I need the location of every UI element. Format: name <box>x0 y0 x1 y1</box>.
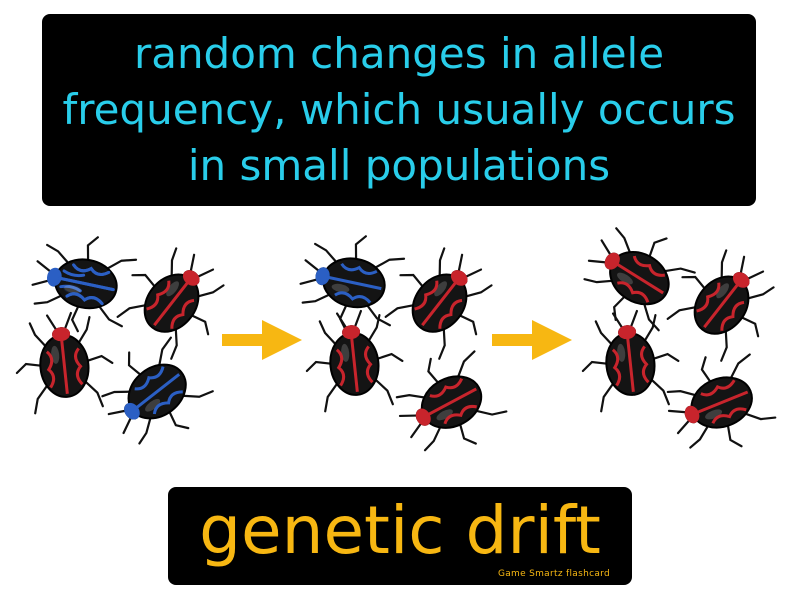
beetle-group-2 <box>291 223 515 460</box>
beetle-red <box>568 220 704 344</box>
beetle-blue <box>23 224 141 342</box>
beetle-blue <box>291 223 409 341</box>
beetle-red <box>9 307 119 417</box>
brand-label: Game Smartz flashcard <box>497 569 610 579</box>
definition-text: random changes in allele frequency, whic… <box>62 29 736 190</box>
definition-box: random changes in allele frequency, whic… <box>42 14 756 206</box>
beetle-red <box>381 337 515 460</box>
beetle-red <box>654 340 782 460</box>
right-arrow-icon <box>492 320 572 360</box>
beetle-red <box>575 305 685 415</box>
right-arrow-icon <box>222 320 302 360</box>
illustration <box>9 220 793 460</box>
beetle-red <box>105 231 243 369</box>
term-box: genetic drift Game Smartz flashcard <box>168 487 632 585</box>
term-text: genetic drift <box>199 492 601 569</box>
beetle-blue <box>85 325 223 460</box>
beetle-group-1 <box>9 224 243 460</box>
beetle-red <box>373 231 511 369</box>
beetle-red <box>655 233 793 371</box>
beetle-red <box>299 305 409 415</box>
beetle-group-3 <box>568 220 793 460</box>
